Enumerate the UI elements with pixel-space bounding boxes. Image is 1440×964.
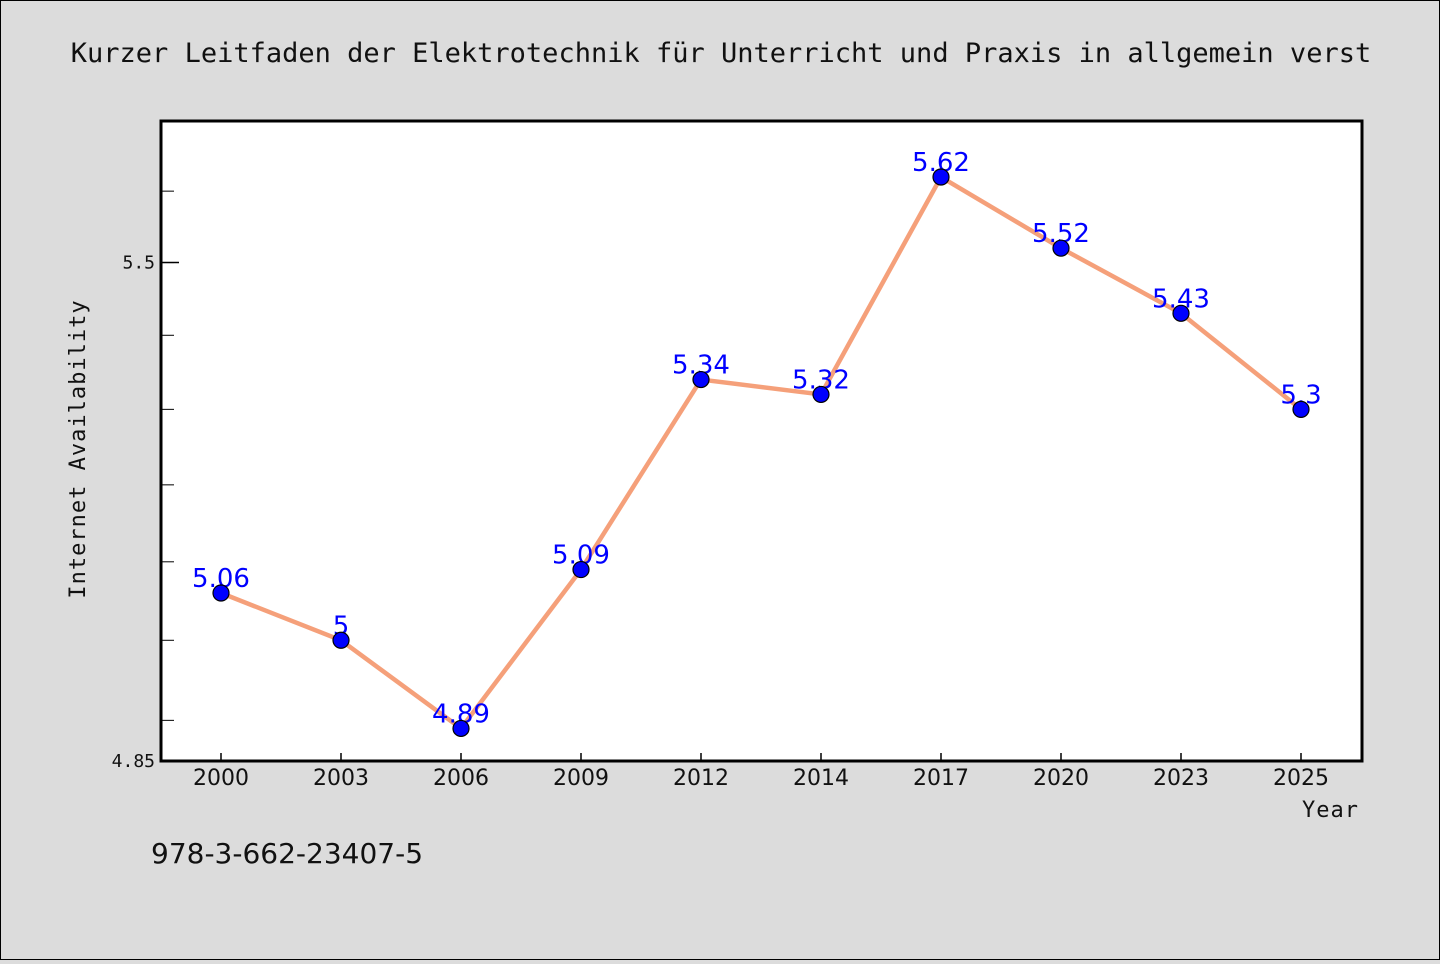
x-tick-label: 2020 bbox=[1033, 766, 1089, 791]
x-tick-label: 2014 bbox=[793, 766, 849, 791]
x-tick-label: 2006 bbox=[433, 766, 489, 791]
data-point bbox=[1292, 400, 1310, 418]
y-tick-label: 5.5 bbox=[122, 253, 155, 274]
x-tick-label: 2000 bbox=[193, 766, 249, 791]
data-point bbox=[332, 631, 350, 649]
x-tick-label: 2023 bbox=[1153, 766, 1209, 791]
x-axis-label: Year bbox=[1302, 798, 1359, 823]
data-point bbox=[932, 168, 950, 186]
series-line bbox=[220, 174, 1303, 731]
x-axis: 2000 2003 2006 2009 2012 2014 2017 2020 2023 2025 bbox=[193, 753, 1329, 791]
data-point bbox=[1052, 239, 1070, 257]
y-tick-label: 4.85 bbox=[112, 751, 155, 772]
data-point bbox=[212, 584, 230, 602]
x-tick-label: 2017 bbox=[913, 766, 969, 791]
data-point bbox=[452, 719, 470, 738]
y-axis: 4.85 5.5 bbox=[112, 190, 179, 772]
chart-title: Kurzer Leitfaden der Elektrotechnik für … bbox=[71, 38, 1371, 69]
data-point bbox=[812, 385, 830, 404]
y-axis-label: Internet Availability bbox=[66, 299, 91, 598]
data-point bbox=[692, 370, 710, 389]
x-tick-label: 2003 bbox=[313, 766, 369, 791]
data-point bbox=[1172, 304, 1190, 322]
plot-area bbox=[159, 119, 1364, 763]
x-tick-label: 2025 bbox=[1273, 766, 1329, 791]
data-point bbox=[572, 560, 590, 579]
isbn-footer: 978-3-662-23407-5 bbox=[151, 837, 423, 870]
x-tick-label: 2012 bbox=[673, 766, 729, 791]
x-tick-label: 2009 bbox=[553, 766, 609, 791]
